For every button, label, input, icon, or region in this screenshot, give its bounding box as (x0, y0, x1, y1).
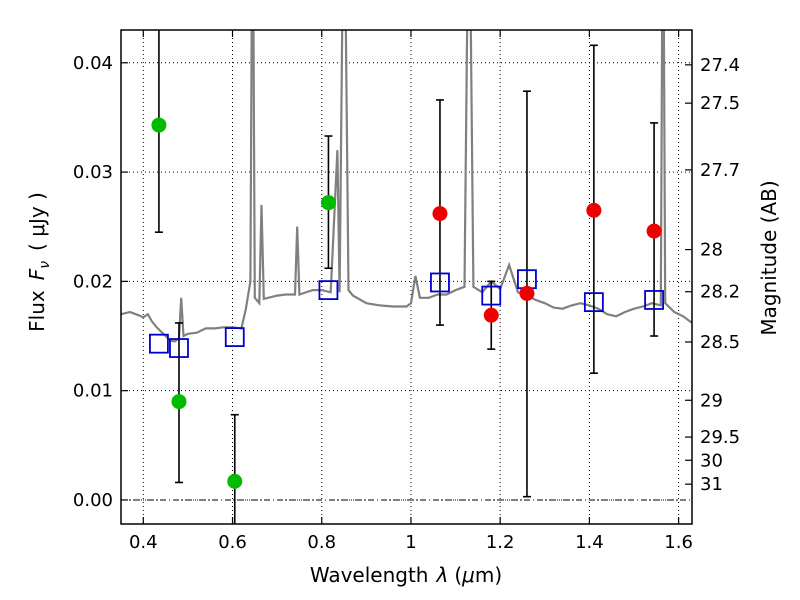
x-tick-label: 1.2 (486, 532, 515, 553)
plot-frame (120, 29, 693, 525)
plot-area (121, 30, 692, 524)
model-square (149, 333, 169, 354)
model-square (644, 290, 664, 310)
x-tick-label: 0.6 (218, 532, 247, 553)
x-tick-label: 1 (405, 532, 416, 553)
data-point (432, 206, 448, 222)
x-tick-label: 0.8 (307, 532, 336, 553)
y-tick-label: 0.03 (73, 162, 113, 183)
observed-points (151, 117, 662, 489)
magnitude-tick-label: 28 (700, 240, 723, 261)
data-point (519, 285, 535, 301)
magnitude-axis-title: Magnitude (AB) (757, 180, 781, 335)
magnitude-tick-label: 28.2 (700, 282, 740, 303)
x-tick-label: 0.4 (129, 532, 158, 553)
magnitude-tick-label: 30 (700, 450, 723, 471)
data-point (151, 117, 167, 133)
y-tick-label: 0.04 (73, 53, 113, 74)
data-point (646, 223, 662, 239)
x-axis-title: Wavelength λ (μm) (310, 563, 502, 587)
magnitude-tick-label: 29.5 (700, 427, 740, 448)
data-point (320, 195, 336, 211)
data-point (227, 473, 243, 489)
model-square (583, 292, 604, 313)
magnitude-tick-label: 27.4 (700, 55, 740, 76)
spectrum-line (121, 30, 692, 343)
x-axis-ticks: 0.4 0.6 0.8 1 1.2 1.4 1.6 (129, 30, 693, 553)
magnitude-tick-label: 27.5 (700, 93, 740, 114)
magnitude-tick-label: 31 (700, 474, 723, 495)
y-axis-ticks: 0.00 0.01 0.02 0.03 0.04 (73, 53, 128, 511)
model-square (318, 280, 339, 301)
y-axis-title: FluxFν( μJy ) (25, 192, 53, 332)
y-tick-label: 0.00 (73, 490, 113, 511)
data-point (483, 307, 499, 323)
model-square (481, 285, 502, 306)
y-tick-label: 0.01 (73, 381, 113, 402)
magnitude-tick-label: 28.5 (700, 332, 740, 353)
magnitude-axis-ticks: 27.4 27.5 27.7 28 28.2 28.5 29 29.530 31 (685, 55, 740, 495)
data-point (586, 202, 602, 218)
x-tick-label: 1.4 (575, 532, 604, 553)
y-tick-label: 0.02 (73, 271, 113, 292)
model-square (169, 338, 189, 358)
model-square (430, 272, 450, 293)
errorbars (154, 30, 659, 524)
magnitude-tick-label: 27.7 (700, 160, 740, 181)
model-square (224, 327, 245, 348)
data-point (171, 394, 187, 410)
x-tick-label: 1.6 (664, 532, 693, 553)
model-photometry-squares (149, 269, 664, 358)
magnitude-tick-label: 29 (700, 390, 723, 411)
